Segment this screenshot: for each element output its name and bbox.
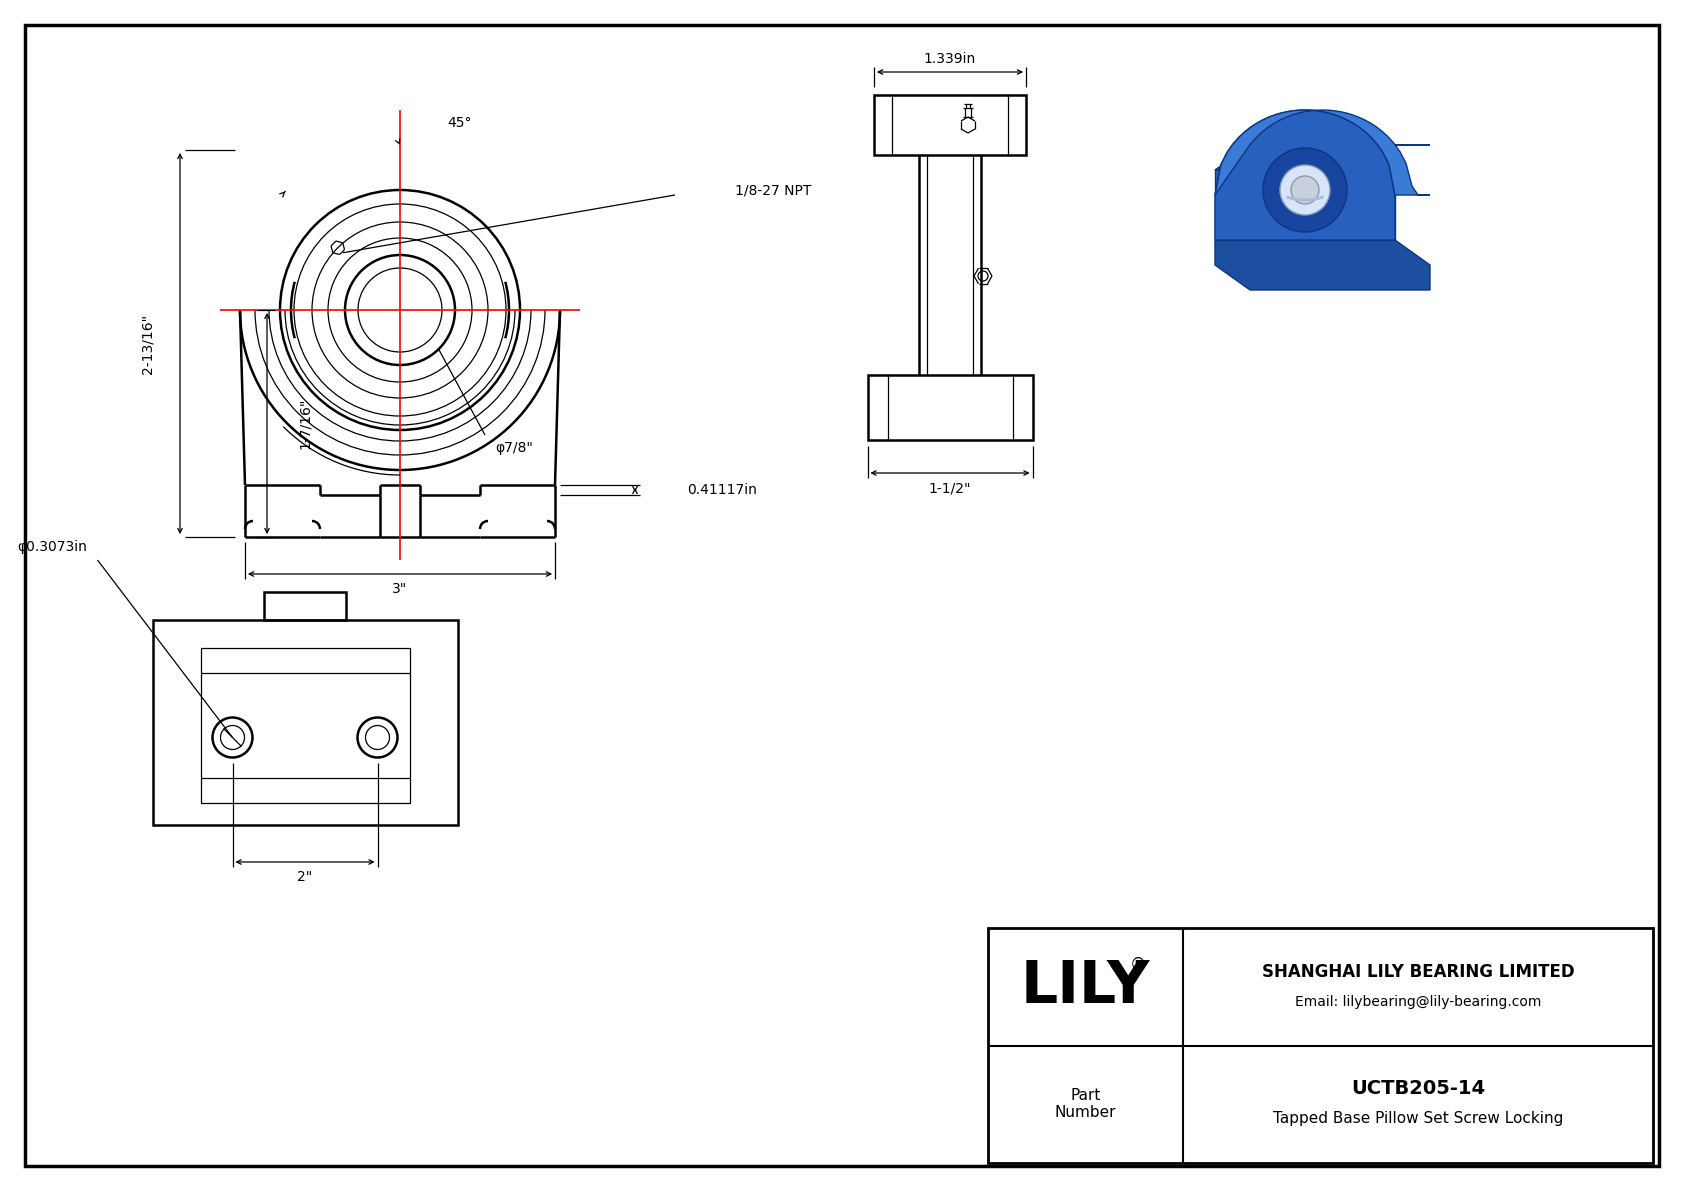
Circle shape	[1263, 148, 1347, 232]
Polygon shape	[1214, 110, 1430, 195]
Text: ®: ®	[1130, 955, 1145, 974]
Text: Part
Number: Part Number	[1054, 1089, 1116, 1121]
Polygon shape	[1214, 145, 1430, 170]
Circle shape	[1292, 176, 1319, 204]
Text: φ0.3073in: φ0.3073in	[17, 540, 88, 554]
Text: 0.41117in: 0.41117in	[687, 484, 756, 497]
Text: LILY: LILY	[1021, 959, 1150, 1015]
Polygon shape	[1214, 241, 1430, 289]
Bar	[874, 95, 1026, 155]
Bar	[989, 928, 1654, 1162]
Polygon shape	[1214, 145, 1394, 241]
Text: 2": 2"	[298, 869, 313, 884]
Text: φ7/8": φ7/8"	[495, 441, 532, 455]
Bar	[200, 648, 409, 803]
Text: Email: lilybearing@lily-bearing.com: Email: lilybearing@lily-bearing.com	[1295, 994, 1541, 1009]
Text: 1-1/2": 1-1/2"	[930, 481, 972, 495]
Text: 1/8-27 NPT: 1/8-27 NPT	[734, 183, 812, 197]
Text: 1.339in: 1.339in	[925, 52, 977, 66]
Circle shape	[1280, 166, 1330, 216]
Text: UCTB205-14: UCTB205-14	[1351, 1079, 1485, 1098]
Text: 3": 3"	[392, 582, 408, 596]
Text: Tapped Base Pillow Set Screw Locking: Tapped Base Pillow Set Screw Locking	[1273, 1111, 1563, 1125]
Polygon shape	[1214, 110, 1394, 241]
Text: 2-13/16": 2-13/16"	[141, 313, 155, 374]
Bar	[264, 592, 345, 621]
Text: SHANGHAI LILY BEARING LIMITED: SHANGHAI LILY BEARING LIMITED	[1261, 962, 1575, 980]
Text: 45°: 45°	[448, 116, 472, 130]
Text: 1-7/16": 1-7/16"	[298, 398, 312, 449]
Bar	[867, 375, 1032, 439]
Bar	[153, 621, 458, 825]
